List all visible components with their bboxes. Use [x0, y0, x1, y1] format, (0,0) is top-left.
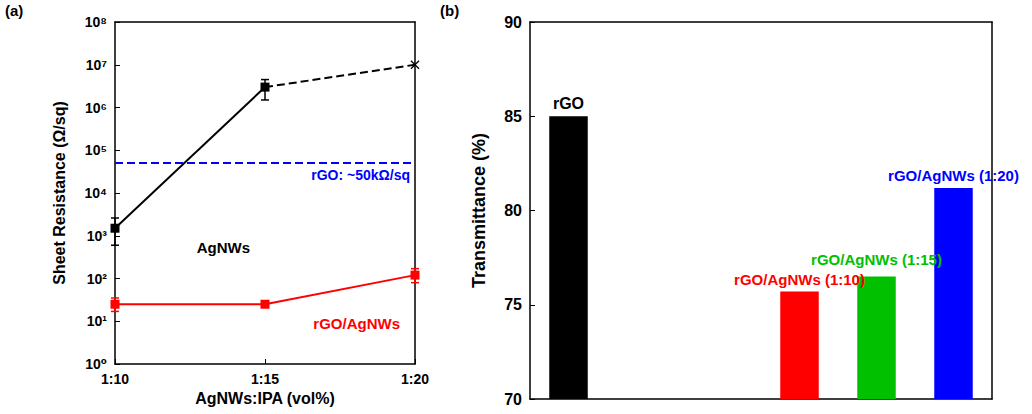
- svg-text:rGO/AgNWs (1:10): rGO/AgNWs (1:10): [734, 271, 865, 288]
- svg-text:Sheet Resistance (Ω/sq): Sheet Resistance (Ω/sq): [51, 101, 68, 285]
- svg-text:85: 85: [504, 108, 522, 125]
- svg-text:rGO: ~50kΩ/sq: rGO: ~50kΩ/sq: [311, 167, 410, 183]
- svg-text:10⁷: 10⁷: [86, 57, 108, 73]
- svg-text:80: 80: [504, 202, 522, 219]
- svg-text:90: 90: [504, 14, 522, 31]
- svg-text:10²: 10²: [87, 271, 108, 287]
- svg-text:AgNWs: AgNWs: [197, 239, 250, 256]
- svg-text:10¹: 10¹: [87, 313, 108, 329]
- svg-text:70: 70: [504, 391, 522, 408]
- svg-text:10⁸: 10⁸: [85, 14, 107, 30]
- svg-text:rGO/AgNWs (1:20): rGO/AgNWs (1:20): [888, 167, 1019, 184]
- svg-text:10³: 10³: [87, 228, 108, 244]
- svg-text:1:15: 1:15: [251, 371, 279, 387]
- svg-text:10⁶: 10⁶: [85, 100, 107, 116]
- svg-text:1:20: 1:20: [401, 371, 429, 387]
- svg-text:rGO/AgNWs: rGO/AgNWs: [313, 315, 400, 332]
- svg-text:10⁵: 10⁵: [85, 142, 107, 158]
- svg-text:10⁰: 10⁰: [85, 356, 107, 372]
- svg-text:(b): (b): [440, 2, 459, 19]
- svg-text:10⁴: 10⁴: [85, 185, 108, 201]
- svg-text:Transmittance (%): Transmittance (%): [469, 133, 489, 288]
- svg-text:75: 75: [504, 296, 522, 313]
- svg-text:(a): (a): [5, 2, 23, 19]
- svg-text:rGO: rGO: [553, 95, 584, 112]
- svg-text:AgNWs:IPA (vol%): AgNWs:IPA (vol%): [195, 390, 335, 407]
- svg-text:rGO/AgNWs (1:15): rGO/AgNWs (1:15): [811, 251, 942, 268]
- svg-text:1:10: 1:10: [101, 371, 129, 387]
